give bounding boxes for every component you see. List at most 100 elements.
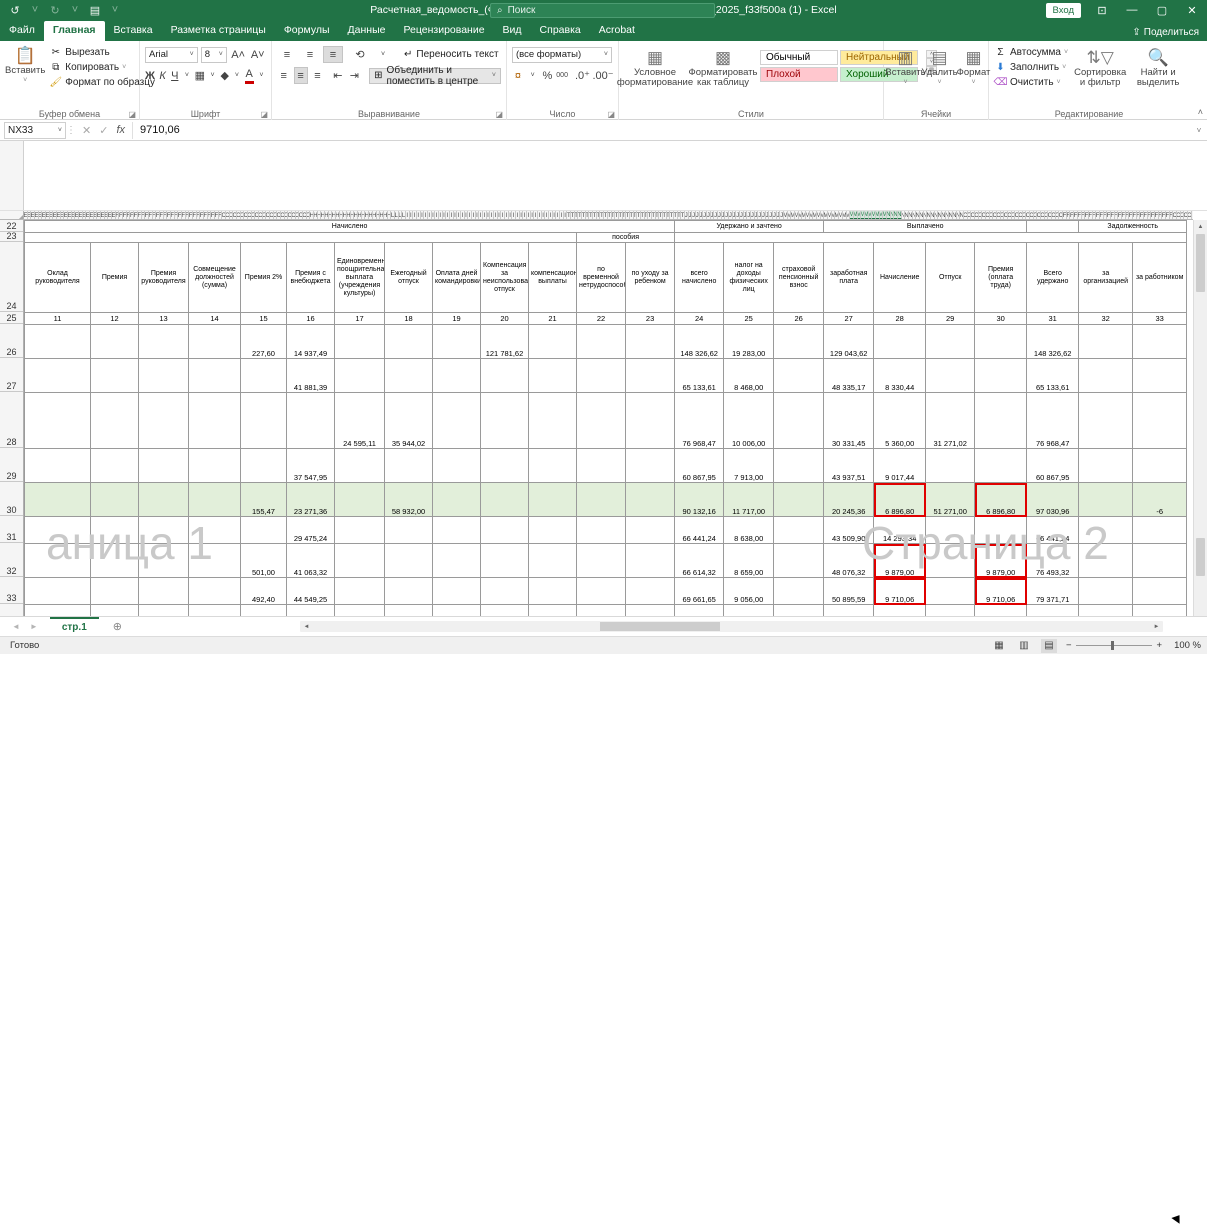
table-cell[interactable]: 5 360,00 [874,393,926,449]
table-cell[interactable] [335,605,385,617]
table-cell[interactable] [577,578,626,605]
table-cell[interactable] [1079,393,1133,449]
table-cell[interactable] [25,393,91,449]
row-header-27[interactable]: 27 [0,358,23,392]
increase-decimal-icon[interactable]: .0⁺ [575,67,590,84]
table-cell[interactable] [91,325,139,359]
fill-button[interactable]: ⬇ Заполнить ˅ [994,61,1068,74]
table-cell[interactable] [1133,578,1187,605]
horizontal-scrollbar[interactable]: ◄ ► [300,621,1163,632]
table-cell[interactable]: 37 547,95 [287,449,335,483]
table-cell[interactable]: 11 717,00 [724,483,774,517]
table-cell[interactable] [626,605,675,617]
table-cell[interactable] [481,605,529,617]
row-header-34[interactable]: 34 [0,604,23,616]
redo-icon[interactable]: ↻ [46,2,64,18]
scroll-right-icon[interactable]: ► [1150,621,1163,632]
table-cell[interactable] [25,359,91,393]
table-cell[interactable] [1079,449,1133,483]
row-header-26[interactable]: 26 [0,324,23,358]
ribbon-display-options-icon[interactable]: ⊡ [1087,0,1117,20]
table-cell[interactable]: 501,00 [241,544,287,578]
table-cell[interactable]: 51 271,00 [926,483,975,517]
table-cell[interactable] [189,359,241,393]
table-cell[interactable]: 48 335,17 [824,359,874,393]
table-cell[interactable] [139,325,189,359]
undo-icon[interactable]: ↺ [6,2,24,18]
table-cell[interactable] [433,578,481,605]
table-cell[interactable] [975,517,1027,544]
table-cell[interactable]: 9 017,44 [874,449,926,483]
underline-dropdown-icon[interactable]: ˅ [182,67,191,84]
table-cell[interactable] [241,605,287,617]
table-cell[interactable] [774,517,824,544]
tab-data[interactable]: Данные [339,21,395,41]
align-top-icon[interactable]: ≡ [277,46,297,63]
table-cell[interactable] [189,544,241,578]
table-cell[interactable]: 30 331,45 [824,393,874,449]
table-cell[interactable] [874,325,926,359]
table-cell[interactable] [1079,544,1133,578]
share-button[interactable]: ⇪ Поделиться [1132,27,1199,38]
table-cell[interactable] [25,517,91,544]
table-cell[interactable] [577,483,626,517]
cancel-edit-icon[interactable]: ✕ [82,124,91,137]
table-cell[interactable] [91,517,139,544]
table-cell[interactable] [774,544,824,578]
style-normal[interactable]: Обычный [760,50,838,65]
table-cell[interactable]: 31 271,02 [926,393,975,449]
table-cell[interactable] [529,517,577,544]
undo-dropdown-icon[interactable]: ˅ [26,2,44,18]
table-cell[interactable] [626,359,675,393]
table-cell[interactable]: 23 271,36 [287,483,335,517]
sort-filter-button[interactable]: ⇅▽ Сортировка и фильтр [1074,46,1126,89]
table-cell[interactable] [25,578,91,605]
decrease-decimal-icon[interactable]: .00⁻ [593,67,613,84]
increase-indent-icon[interactable]: ⇥ [348,67,362,84]
table-cell[interactable]: 41 881,39 [287,359,335,393]
add-sheet-icon[interactable]: ⊕ [113,620,122,633]
next-sheet-icon[interactable]: ► [30,622,38,631]
table-cell[interactable]: 66 614,32 [675,544,724,578]
minimize-icon[interactable]: ― [1117,0,1147,20]
row-header-32[interactable]: 32 [0,543,23,577]
tab-file[interactable]: Файл [0,21,44,41]
row-header-31[interactable]: 31 [0,516,23,543]
table-cell[interactable] [1133,544,1187,578]
table-cell[interactable] [139,605,189,617]
table-cell[interactable]: 492,40 [241,578,287,605]
table-cell[interactable] [335,517,385,544]
table-cell[interactable]: 10 719,00 [874,605,926,617]
table-cell[interactable] [774,483,824,517]
table-cell[interactable] [1133,517,1187,544]
save-icon[interactable]: ▤ [86,2,104,18]
table-cell[interactable] [1079,578,1133,605]
borders-dropdown-icon[interactable]: ˅ [208,67,217,84]
table-cell[interactable]: 24 595,11 [335,393,385,449]
search-box[interactable]: ⌕ Поиск [490,3,715,18]
table-cell[interactable]: 10 006,00 [724,393,774,449]
table-cell[interactable] [626,578,675,605]
table-cell[interactable] [626,544,675,578]
table-cell[interactable] [481,544,529,578]
redo-dropdown-icon[interactable]: ˅ [66,2,84,18]
table-cell[interactable] [139,449,189,483]
delete-cells-button[interactable]: ▤ Удалить ˅ [923,46,956,88]
align-middle-icon[interactable]: ≡ [300,46,320,63]
table-cell[interactable] [774,325,824,359]
table-cell[interactable] [433,517,481,544]
table-cell[interactable] [1133,325,1187,359]
table-cell[interactable] [626,393,675,449]
table-cell[interactable]: 60 867,95 [1027,449,1079,483]
table-cell[interactable] [385,517,433,544]
table-cell[interactable]: 59 058,87 [675,605,724,617]
table-cell[interactable]: 7 678,00 [724,605,774,617]
table-cell[interactable]: 66 441,24 [1027,517,1079,544]
insert-function-icon[interactable]: fx [116,124,125,136]
align-bottom-icon[interactable]: ≡ [323,46,343,63]
normal-view-icon[interactable]: ▦ [991,639,1007,653]
table-cell[interactable] [975,359,1027,393]
